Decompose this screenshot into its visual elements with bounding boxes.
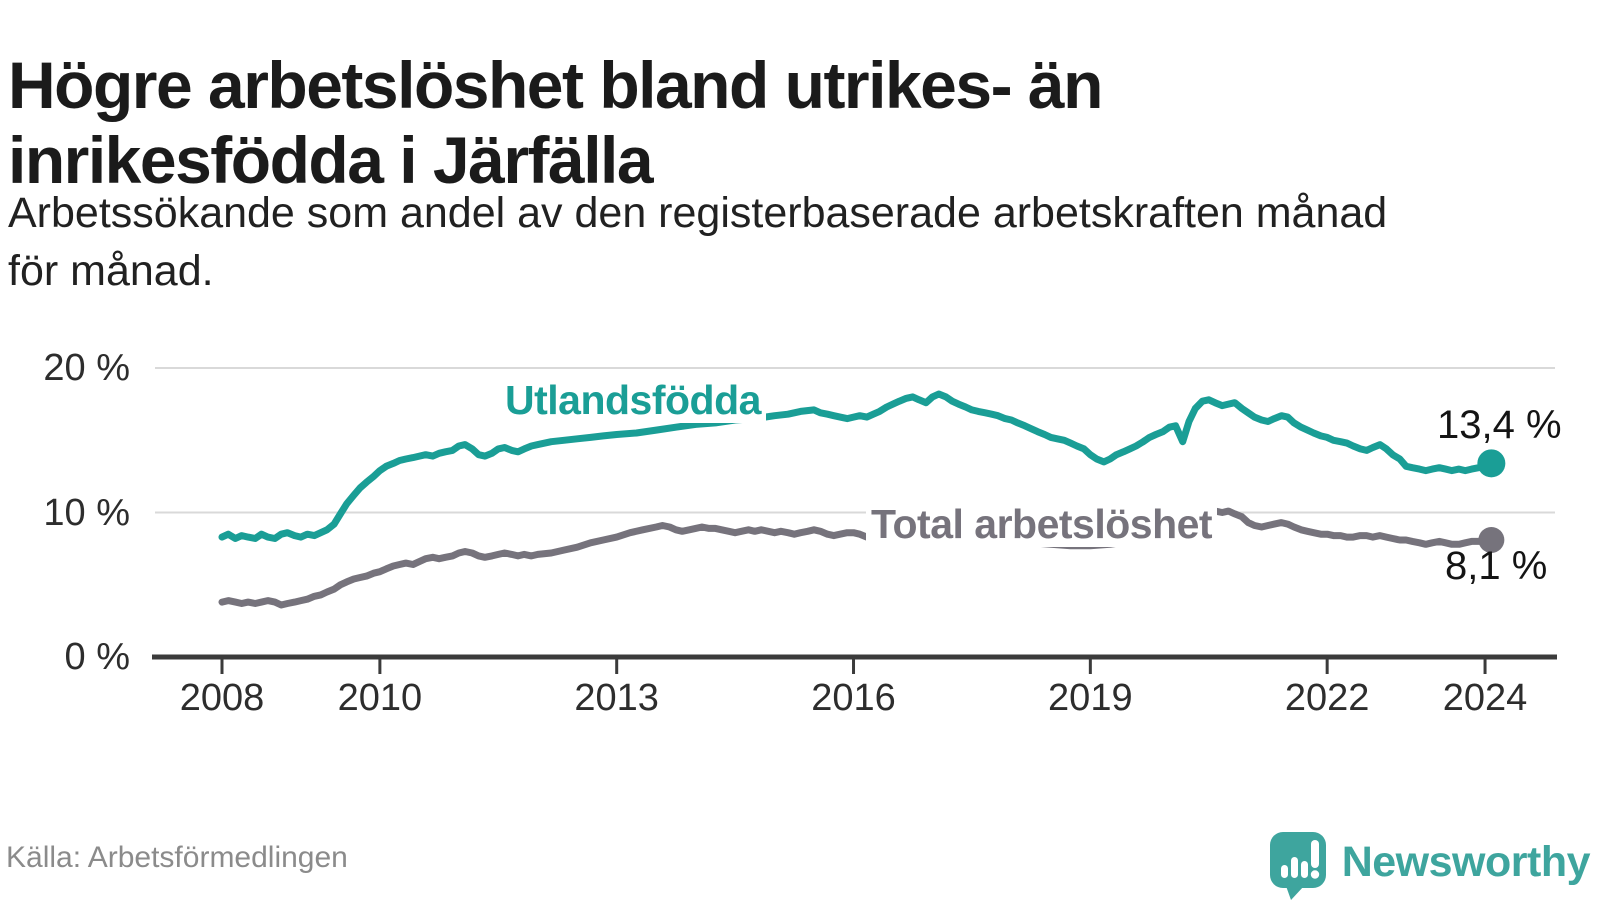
x-axis-label-2016: 2016 (811, 677, 896, 719)
y-axis-label-10: 10 % (43, 491, 130, 534)
x-axis-label-2010: 2010 (337, 677, 423, 719)
subtitle-line-2: för månad. (8, 247, 214, 295)
newsworthy-speech-bubble-chart-icon (1269, 832, 1326, 900)
chart-subtitle: Arbetssökande som andel av den registerb… (8, 184, 1568, 300)
total-arbetsloshet-end-dot (1478, 526, 1505, 553)
title-line-1: Högre arbetslöshet bland utrikes- än (8, 48, 1103, 123)
end-value-label-utlandsfodda: 13,4 % (1437, 403, 1562, 447)
utlandsfodda-end-dot (1477, 449, 1506, 478)
newsworthy-logo: Newsworthy (1268, 830, 1591, 900)
title-line-2: inrikesfödda i Järfälla (8, 123, 654, 198)
x-axis-label-2019: 2019 (1048, 677, 1133, 719)
x-axis-label-2024: 2024 (1442, 677, 1528, 719)
source-note: Källa: Arbetsförmedlingen (6, 841, 348, 874)
series-label-total-arbetsloshet: Total arbetslöshet (866, 502, 1218, 548)
page-title: Högre arbetslöshet bland utrikes- än inr… (8, 48, 1408, 198)
y-axis-label-20: 20 % (43, 347, 130, 389)
subtitle-line-1: Arbetssökande som andel av den registerb… (8, 189, 1388, 237)
y-axis-label-0: 0 % (64, 636, 130, 678)
x-axis-label-2013: 2013 (574, 677, 659, 719)
x-axis-label-2022: 2022 (1284, 677, 1370, 719)
series-label-utlandsfodda: Utlandsfödda (500, 378, 766, 424)
x-axis-label-2008: 2008 (179, 677, 265, 719)
end-value-label-total: 8,1 % (1445, 544, 1548, 588)
utlandsfodda-line (218, 390, 1495, 542)
newsworthy-wordmark: Newsworthy (1341, 837, 1591, 886)
total-arbetsloshet-line (218, 503, 1495, 609)
